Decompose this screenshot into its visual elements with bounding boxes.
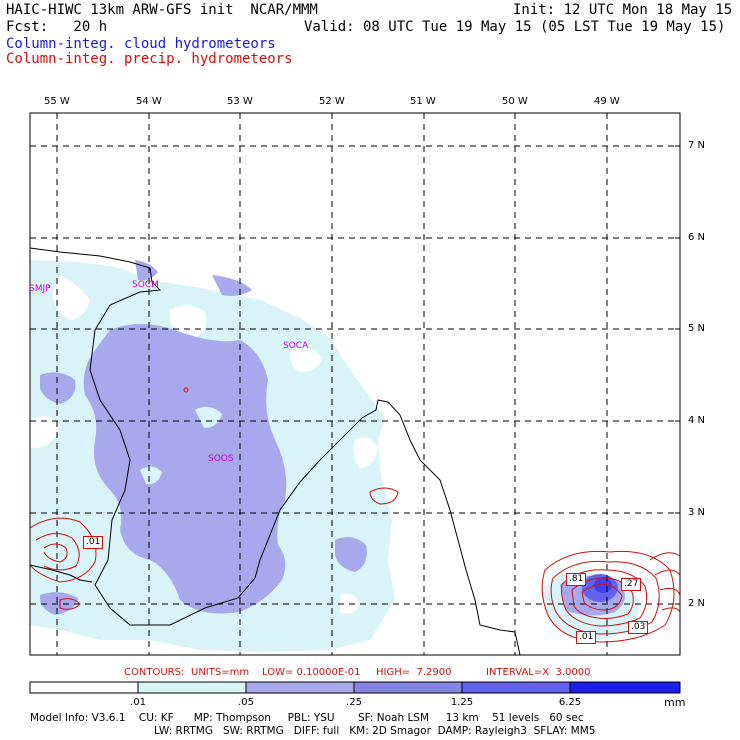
lat-label-7n: 7 N — [688, 140, 706, 151]
model-info-line1: Model Info: V3.6.1 CU: KF MP: Thompson P… — [30, 712, 584, 724]
station-soca: SOCA — [283, 341, 309, 351]
field-precip-label: Column-integ. precip. hydrometeors — [6, 51, 293, 67]
coastline — [30, 247, 521, 655]
lat-label-2n: 2 N — [688, 598, 706, 609]
contour-label: .03 — [628, 621, 649, 634]
lon-label-53w: 53 W — [227, 96, 253, 107]
contours-interval: INTERVAL=X 3.0000 — [486, 667, 591, 678]
colorbar-label: .01 — [130, 697, 146, 708]
lat-label-4n: 4 N — [688, 415, 706, 426]
model-info-line2: LW: RRTMG SW: RRTMG DIFF: full KM: 2D Sm… — [154, 725, 596, 737]
contour-label: .01 — [576, 631, 597, 644]
lon-label-52w: 52 W — [319, 96, 345, 107]
lon-label-54w: 54 W — [136, 96, 162, 107]
map-frame — [29, 112, 681, 656]
valid-time: Valid: 08 UTC Tue 19 May 15 (05 LST Tue … — [304, 19, 726, 35]
contour-label: .27 — [621, 578, 642, 591]
contours-low: LOW= 0.10000E-01 — [262, 667, 361, 678]
contour-label: .01 — [83, 536, 104, 549]
lat-label-3n: 3 N — [688, 507, 706, 518]
lat-label-6n: 6 N — [688, 232, 706, 243]
plot-title: HAIC-HIWC 13km ARW-GFS init NCAR/MMM — [6, 2, 318, 18]
precip-contours — [30, 387, 680, 643]
lon-label-55w: 55 W — [44, 96, 70, 107]
init-time: Init: 12 UTC Mon 18 May 15 — [513, 2, 733, 18]
lon-label-51w: 51 W — [410, 96, 436, 107]
station-soos: SOOS — [208, 454, 234, 464]
contours-units: UNITS=mm — [191, 667, 250, 678]
forecast-hour: Fcst: 20 h — [6, 19, 108, 35]
colorbar-unit: mm — [664, 696, 686, 709]
contours-prefix: CONTOURS: — [124, 667, 185, 678]
colorbar-label: .05 — [238, 697, 254, 708]
contours-high: HIGH= 7.2900 — [376, 667, 452, 678]
colorbar — [29, 681, 681, 694]
station-smjp: SMJP — [29, 284, 51, 294]
station-socm: SOCM — [132, 280, 159, 290]
lon-label-50w: 50 W — [502, 96, 528, 107]
lon-label-49w: 49 W — [594, 96, 620, 107]
graticule — [30, 113, 680, 655]
colorbar-label: 6.25 — [558, 697, 582, 708]
field-cloud-label: Column-integ. cloud hydrometeors — [6, 36, 276, 52]
lat-label-5n: 5 N — [688, 323, 706, 334]
colorbar-label: .25 — [346, 697, 362, 708]
cloud-shade-medium — [40, 260, 625, 616]
colorbar-label: 1.25 — [450, 697, 474, 708]
contour-label: .81 — [566, 573, 587, 586]
